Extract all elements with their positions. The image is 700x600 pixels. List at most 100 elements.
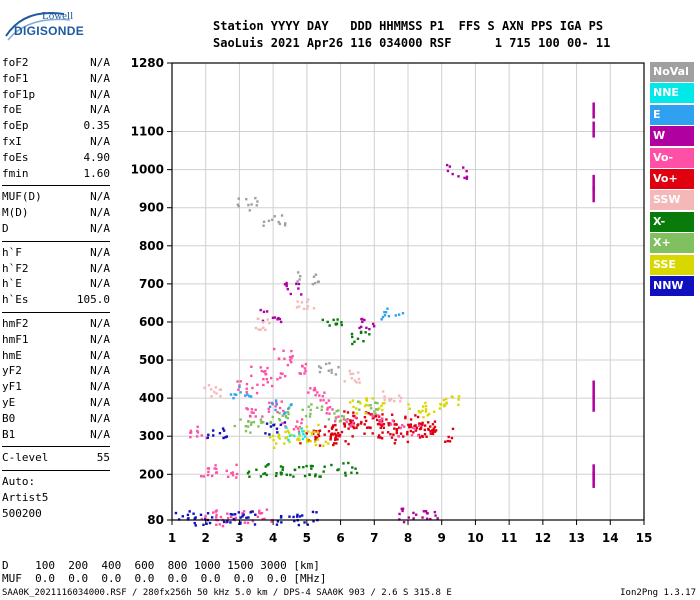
data-point-vo- bbox=[195, 435, 199, 438]
x-tick-label: 8 bbox=[404, 531, 412, 545]
param-row: hmF1 N/A bbox=[2, 333, 110, 349]
data-point-x- bbox=[313, 474, 317, 478]
data-point-nnw bbox=[218, 431, 222, 435]
data-point-vo- bbox=[276, 378, 279, 381]
param-divider bbox=[2, 185, 110, 187]
data-point-x- bbox=[309, 408, 312, 412]
data-point-vo- bbox=[343, 423, 346, 426]
data-point-sse bbox=[371, 397, 374, 400]
data-point-w bbox=[297, 287, 300, 290]
param-row: fmin 1.60 bbox=[2, 167, 110, 183]
data-point-noval bbox=[254, 196, 257, 200]
data-point-nnw bbox=[208, 521, 212, 525]
data-point-noval bbox=[327, 369, 331, 372]
data-point-e bbox=[289, 403, 293, 407]
data-point-vo- bbox=[226, 516, 230, 520]
data-point-x- bbox=[354, 467, 357, 470]
data-point-w bbox=[273, 316, 277, 319]
data-point-x- bbox=[330, 463, 333, 467]
data-point-vo- bbox=[363, 423, 366, 426]
param-value: N/A bbox=[90, 206, 110, 220]
data-point-w bbox=[457, 175, 460, 178]
data-point-vo- bbox=[417, 434, 420, 437]
data-point-vo- bbox=[215, 513, 218, 517]
data-point-vo- bbox=[207, 467, 211, 470]
data-point-w bbox=[363, 318, 366, 322]
data-point-sse bbox=[364, 403, 368, 407]
data-point-vo- bbox=[390, 413, 394, 416]
data-point-x- bbox=[279, 471, 282, 474]
data-point-w bbox=[401, 509, 404, 513]
x-tick-label: 15 bbox=[636, 531, 653, 545]
data-point-vo- bbox=[390, 436, 394, 439]
data-point-w bbox=[592, 121, 595, 138]
y-tick-label: 1000 bbox=[131, 163, 164, 177]
data-point-noval bbox=[284, 222, 287, 225]
legend-item-vo-: Vo- bbox=[650, 147, 694, 168]
legend-item-x-: X- bbox=[650, 211, 694, 232]
data-point-vo- bbox=[448, 440, 452, 443]
data-point-e bbox=[394, 314, 397, 317]
data-point-sse bbox=[287, 431, 291, 434]
data-point-sse bbox=[316, 438, 320, 441]
param-value: N/A bbox=[90, 222, 110, 235]
data-point-sse bbox=[306, 440, 309, 443]
data-point-noval bbox=[262, 224, 265, 227]
artist-line2: Artist5 bbox=[2, 491, 49, 504]
data-point-sse bbox=[284, 436, 287, 440]
data-point-sse bbox=[309, 439, 312, 443]
data-point-sse bbox=[283, 442, 286, 445]
data-point-vo- bbox=[323, 391, 326, 394]
data-point-vo- bbox=[344, 440, 347, 443]
data-point-e bbox=[387, 315, 391, 318]
data-point-x- bbox=[332, 318, 335, 322]
param-divider bbox=[2, 312, 110, 313]
data-point-ssw bbox=[259, 328, 263, 331]
data-point-sse bbox=[355, 407, 358, 410]
data-point-noval bbox=[245, 197, 248, 201]
param-name: foE bbox=[2, 103, 22, 117]
data-point-sse bbox=[438, 407, 442, 410]
data-point-x- bbox=[340, 323, 343, 327]
y-tick-label: 500 bbox=[139, 353, 164, 367]
x-tick-label: 4 bbox=[269, 531, 277, 545]
data-point-x- bbox=[246, 472, 250, 475]
data-point-x- bbox=[336, 318, 339, 321]
data-point-w bbox=[361, 320, 364, 324]
data-point-vo- bbox=[360, 420, 363, 424]
data-point-nnw bbox=[295, 515, 299, 518]
data-point-vo- bbox=[215, 467, 218, 471]
data-point-vo- bbox=[429, 425, 432, 428]
data-point-sse bbox=[305, 425, 309, 428]
param-name: h`F bbox=[2, 245, 22, 259]
data-point-vo- bbox=[225, 469, 228, 473]
data-point-vo- bbox=[427, 428, 430, 431]
data-point-vo- bbox=[345, 420, 348, 424]
data-point-nnw bbox=[231, 513, 234, 516]
data-point-vo- bbox=[250, 374, 253, 378]
data-point-sse bbox=[317, 423, 320, 427]
data-point-nnw bbox=[210, 516, 214, 519]
data-point-nnw bbox=[237, 511, 241, 514]
data-point-vo- bbox=[332, 424, 335, 427]
data-point-vo- bbox=[321, 394, 325, 398]
param-value: N/A bbox=[90, 190, 110, 204]
data-point-x- bbox=[362, 339, 365, 343]
data-point-sse bbox=[355, 412, 359, 415]
data-point-x- bbox=[293, 468, 297, 471]
data-point-vo- bbox=[329, 436, 333, 440]
data-point-vo- bbox=[380, 424, 384, 427]
data-point-noval bbox=[273, 215, 276, 218]
param-name: D bbox=[2, 222, 9, 235]
data-point-ssw bbox=[357, 371, 360, 374]
param-name: foF1 bbox=[2, 71, 29, 85]
data-point-vo- bbox=[215, 523, 218, 526]
data-point-vo- bbox=[352, 411, 355, 414]
data-point-vo- bbox=[245, 407, 248, 410]
data-point-vo- bbox=[283, 374, 287, 378]
data-point-vo- bbox=[263, 517, 266, 520]
param-name: h`Es bbox=[2, 293, 29, 307]
data-point-x- bbox=[275, 472, 278, 475]
data-point-vo- bbox=[270, 520, 273, 523]
param-value: N/A bbox=[90, 135, 110, 148]
